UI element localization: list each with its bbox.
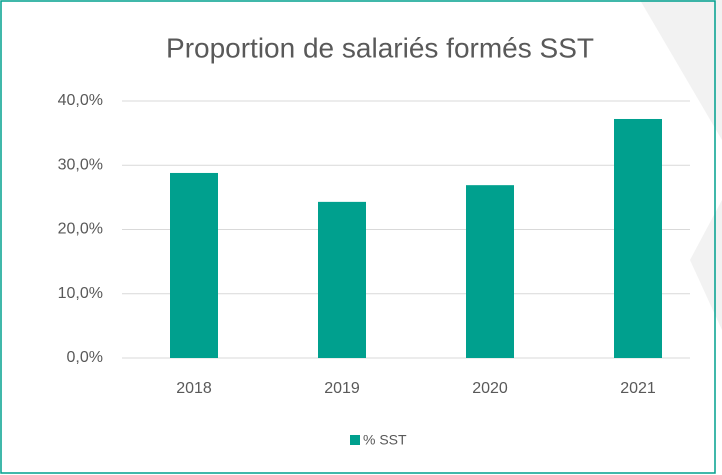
background-shape [690, 200, 722, 330]
y-tick-label: 0,0% [67, 349, 103, 366]
x-tick-label: 2018 [176, 380, 212, 397]
legend-swatch [350, 435, 360, 445]
bar [466, 185, 514, 358]
legend-label: % SST [363, 432, 407, 448]
y-tick-label: 30,0% [58, 156, 103, 173]
bar [318, 201, 366, 358]
x-tick-label: 2020 [472, 380, 508, 397]
x-tick-label: 2019 [324, 380, 360, 397]
background-shape [640, 0, 722, 140]
bar [614, 118, 662, 359]
bar [170, 172, 218, 358]
y-tick-label: 40,0% [58, 92, 103, 109]
y-tick-label: 20,0% [58, 221, 103, 238]
chart-title: Proportion de salariés formés SST [166, 32, 594, 63]
x-tick-label: 2021 [620, 380, 656, 397]
y-tick-label: 10,0% [58, 285, 103, 302]
